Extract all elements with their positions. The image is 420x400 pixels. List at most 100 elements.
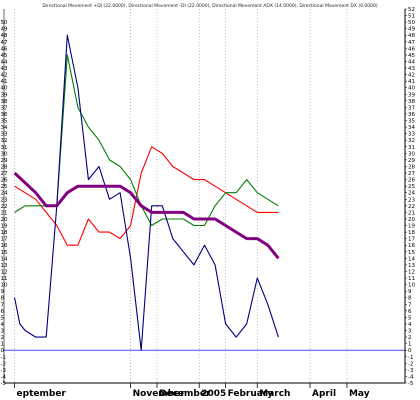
y-tick-label: 8: [408, 296, 412, 302]
y-tick-label: 37: [408, 105, 415, 111]
y-tick-label: 5: [408, 315, 412, 321]
y-tick-label-left: 39: [1, 92, 8, 98]
y-tick-label: 47: [408, 40, 415, 46]
y-tick-label-left: 50: [1, 20, 8, 26]
y-tick-label-left: 24: [1, 191, 8, 197]
y-tick-label: 24: [408, 191, 415, 197]
y-tick-label-left: 9: [1, 289, 5, 295]
y-tick-label-left: -1: [1, 355, 6, 361]
y-tick-label-left: 10: [1, 283, 8, 289]
y-tick-label: 26: [408, 178, 415, 184]
y-tick-label-left: 4: [1, 322, 5, 328]
y-tick-label: 18: [408, 230, 415, 236]
y-tick-label-left: 0: [1, 348, 5, 354]
x-tick-label: February: [228, 389, 274, 399]
y-tick-label: 51: [408, 14, 415, 20]
y-tick-label: 38: [408, 99, 415, 105]
y-tick-label-left: 41: [1, 79, 8, 85]
y-tick-label: 35: [408, 119, 415, 125]
y-tick-label-left: -5: [1, 381, 7, 387]
y-tick-label-left: 12: [1, 269, 8, 275]
y-tick-label: 48: [408, 33, 415, 39]
y-tick-label: 11: [408, 276, 415, 282]
chart-title: Directional Movement +DI (22.0000), Dire…: [42, 3, 377, 9]
y-tick-label-left: 45: [1, 53, 8, 59]
y-tick-label: 39: [408, 92, 415, 98]
y-tick-label-left: 22: [1, 204, 8, 210]
y-tick-label-left: -2: [1, 361, 6, 367]
x-tick-label: March: [259, 389, 290, 399]
y-tick-label: 19: [408, 224, 415, 230]
y-tick-label-left: 14: [1, 256, 8, 262]
x-tick-label: April: [312, 389, 336, 399]
y-tick-label-left: 26: [1, 178, 8, 184]
y-tick-label: 2: [408, 335, 412, 341]
y-tick-label: 45: [408, 53, 415, 59]
y-tick-label-left: 16: [1, 243, 8, 249]
y-tick-label: 25: [408, 184, 415, 190]
y-tick-label-left: 49: [1, 27, 8, 33]
y-tick-label: 34: [408, 125, 415, 131]
y-tick-label: -4: [408, 374, 414, 380]
y-tick-label-left: 7: [1, 302, 5, 308]
series-line-3: [13, 171, 280, 260]
y-tick-label: 40: [408, 86, 415, 92]
y-tick-label-left: 5: [1, 315, 5, 321]
grid: [14, 9, 348, 383]
y-tick-label: 17: [408, 237, 415, 243]
y-tick-label-left: 21: [1, 210, 8, 216]
y-tick-label: 49: [408, 27, 415, 33]
y-tick-label: 41: [408, 79, 415, 85]
y-tick-label-left: 33: [1, 132, 8, 138]
y-tick-label: 50: [408, 20, 415, 26]
y-tick-label: 29: [408, 158, 415, 164]
y-tick-label: 16: [408, 243, 415, 249]
y-tick-label: 28: [408, 164, 415, 170]
y-tick-label-left: 44: [1, 59, 8, 65]
y-tick-label: 42: [408, 73, 415, 79]
y-tick-label: 33: [408, 132, 415, 138]
y-tick-label-left: 18: [1, 230, 8, 236]
x-tick-label: 2005: [201, 389, 226, 399]
x-tick-label: May: [349, 389, 370, 399]
y-tick-label: 3: [408, 329, 412, 335]
y-tick-label: 32: [408, 138, 415, 144]
y-tick-label: 13: [408, 263, 415, 269]
y-tick-label: 22: [408, 204, 415, 210]
y-tick-label-left: 31: [1, 145, 8, 151]
y-tick-label: 14: [408, 256, 415, 262]
y-tick-label: 46: [408, 46, 415, 52]
y-tick-label-left: 8: [1, 296, 5, 302]
y-tick-label: 15: [408, 250, 415, 256]
y-tick-label-left: 25: [1, 184, 8, 190]
series-layer: [13, 34, 280, 351]
y-tick-label: -3: [408, 368, 414, 374]
y-tick-label-left: -4: [1, 374, 7, 380]
y-tick-label-left: 17: [1, 237, 8, 243]
y-tick-label-left: 37: [1, 105, 8, 111]
y-tick-label: -5: [408, 381, 414, 387]
y-tick-label: 30: [408, 151, 415, 157]
y-tick-label: -2: [408, 361, 413, 367]
y-tick-label: 1: [408, 342, 412, 348]
y-tick-label-left: 2: [1, 335, 5, 341]
y-tick-label: 36: [408, 112, 415, 118]
y-tick-label: 0: [408, 348, 412, 354]
y-tick-label-left: 1: [1, 342, 5, 348]
y-tick-label-left: 6: [1, 309, 5, 315]
x-tick-label: December: [159, 389, 211, 399]
y-tick-label-left: 20: [1, 217, 8, 223]
y-tick-label: 21: [408, 210, 415, 216]
y-tick-label: 20: [408, 217, 415, 223]
x-tick-label: November: [133, 389, 186, 399]
y-tick-label: 12: [408, 269, 415, 275]
y-tick-label: 44: [408, 59, 415, 65]
y-tick-label-left: -3: [1, 368, 7, 374]
y-tick-label-left: 42: [1, 73, 8, 79]
y-tick-label: 10: [408, 283, 415, 289]
y-tick-label-left: 30: [1, 151, 8, 157]
y-tick-label-left: 47: [1, 40, 8, 46]
y-tick-label-left: 15: [1, 250, 8, 256]
